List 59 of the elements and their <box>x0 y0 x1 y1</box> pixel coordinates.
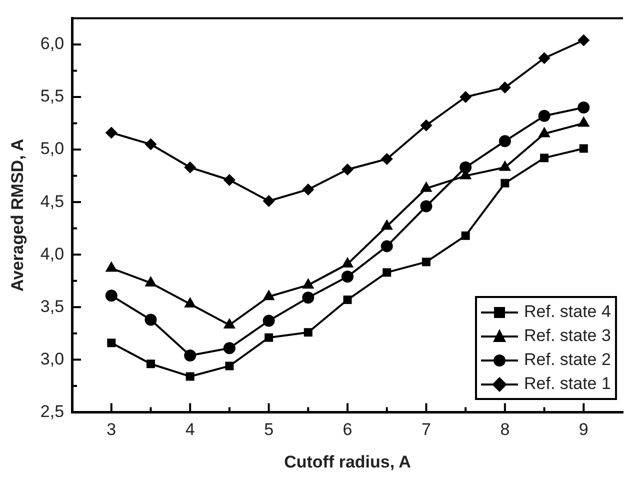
point <box>223 342 236 354</box>
point <box>500 178 510 188</box>
point <box>342 163 354 176</box>
point <box>225 362 234 370</box>
y-tick-label: 3,5 <box>40 296 64 316</box>
point <box>382 268 392 277</box>
x-axis-title: Cutoff radius, A <box>284 452 411 472</box>
point <box>107 338 116 348</box>
x-tick-label: 6 <box>342 420 352 440</box>
point <box>223 174 236 186</box>
y-tick-label: 2,5 <box>40 402 64 421</box>
x-tick-label: 3 <box>106 420 116 440</box>
point <box>380 152 393 165</box>
y-tick-label: 6,0 <box>40 34 64 54</box>
point <box>144 314 157 326</box>
point <box>146 360 155 368</box>
point <box>144 138 157 150</box>
point <box>420 200 432 212</box>
point <box>342 270 354 283</box>
legend-label: Ref. state 2 <box>524 350 611 370</box>
point <box>461 231 470 240</box>
x-tick-label: 4 <box>185 420 195 440</box>
point <box>579 144 588 153</box>
y-tick-label: 4,0 <box>40 244 64 264</box>
point <box>578 34 590 46</box>
point <box>420 119 432 132</box>
y-tick-label: 5,0 <box>40 139 64 158</box>
point <box>302 292 314 304</box>
point <box>538 110 550 122</box>
point <box>302 183 314 196</box>
x-tick-label: 7 <box>421 420 431 440</box>
legend-label: Ref. state 1 <box>524 374 611 394</box>
point <box>105 290 118 302</box>
x-tick-label: 5 <box>264 420 274 440</box>
y-tick-label: 3,0 <box>40 349 64 368</box>
y-tick-label: 5,5 <box>40 86 64 106</box>
point <box>262 314 275 327</box>
point <box>184 349 196 362</box>
point <box>186 372 194 381</box>
x-tick-label: 9 <box>578 420 588 440</box>
y-axis-title: Averaged RMSD, A <box>8 138 27 292</box>
point <box>343 296 352 304</box>
point <box>460 91 472 103</box>
y-tick-label: 4,5 <box>40 192 64 211</box>
x-tick-label: 8 <box>500 420 510 440</box>
point <box>304 328 312 337</box>
point <box>498 135 511 148</box>
point <box>184 161 196 174</box>
point <box>262 195 275 208</box>
point <box>540 154 549 162</box>
point <box>578 102 590 114</box>
point <box>264 333 274 342</box>
point <box>422 258 430 266</box>
legend-label: Ref. state 4 <box>524 302 611 322</box>
point <box>105 126 118 139</box>
legend-label: Ref. state 3 <box>524 326 611 346</box>
point <box>380 240 393 252</box>
point <box>538 52 550 64</box>
point <box>498 82 511 94</box>
